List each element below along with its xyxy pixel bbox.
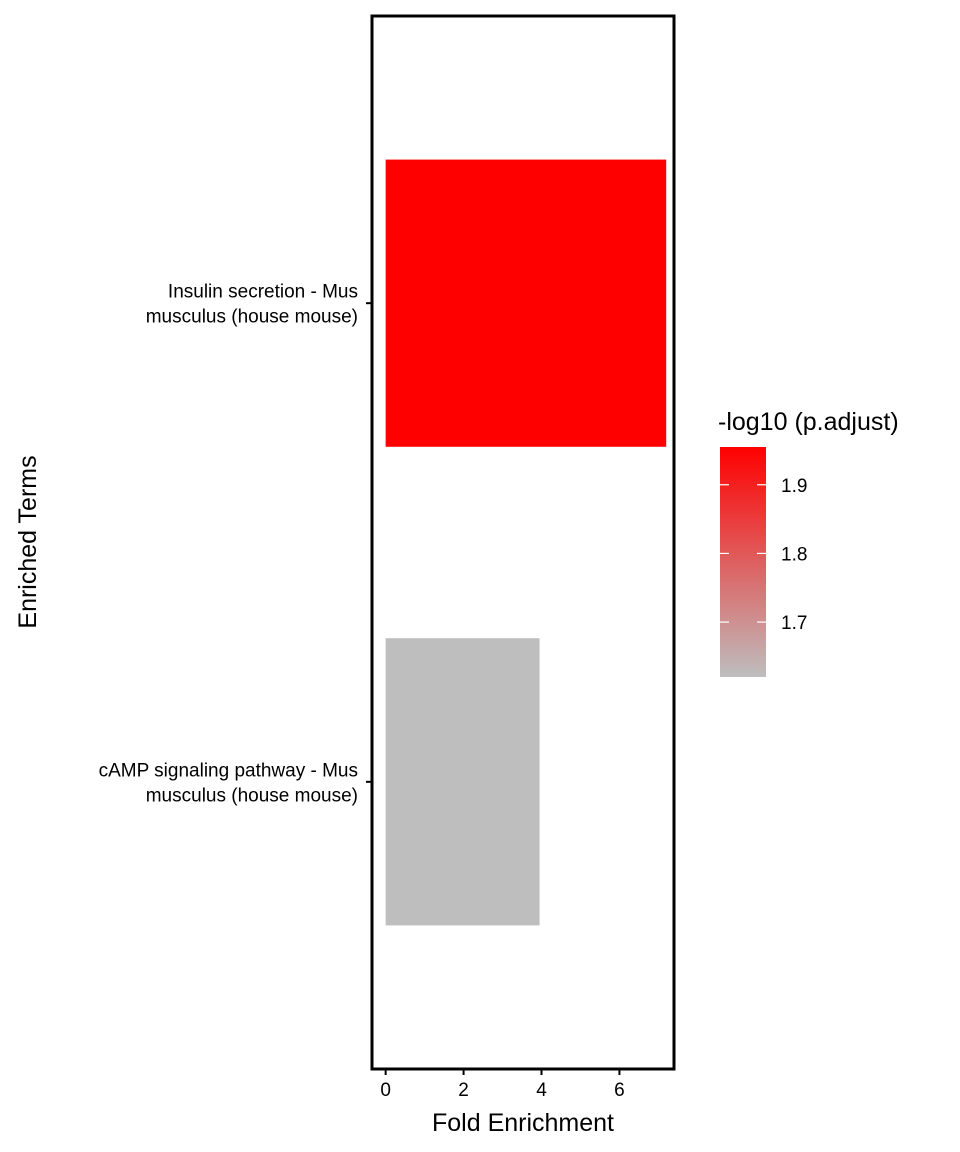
y-tick-label: Insulin secretion - Mus (168, 282, 358, 303)
legend-colorbar (720, 447, 766, 677)
y-axis-title: Enriched Terms (14, 455, 42, 628)
bar (385, 638, 540, 926)
x-tick-label: 0 (380, 1080, 391, 1101)
legend-tick-label: 1.9 (781, 476, 807, 497)
legend-tick-label: 1.7 (781, 613, 807, 634)
legend: -log10 (p.adjust) 1.7 1.8 1.9 (718, 408, 899, 677)
y-tick-label: musculus (house mouse) (146, 307, 358, 328)
x-tick-label: 2 (458, 1080, 469, 1101)
bar (385, 159, 667, 447)
plot-panel-border (370, 14, 676, 1071)
x-axis-title: Fold Enrichment (432, 1109, 614, 1137)
legend-tick-label: 1.8 (781, 544, 807, 565)
y-axis: Insulin secretion - Mus musculus (house m… (99, 282, 372, 806)
y-tick-label: cAMP signaling pathway - Mus (99, 760, 358, 781)
bars-layer (385, 159, 667, 926)
x-axis: 0 2 4 6 (380, 1069, 625, 1101)
x-tick-label: 6 (614, 1080, 625, 1101)
x-tick-label: 4 (536, 1080, 547, 1101)
legend-title: -log10 (p.adjust) (718, 408, 899, 436)
y-tick-label: musculus (house mouse) (146, 785, 358, 806)
